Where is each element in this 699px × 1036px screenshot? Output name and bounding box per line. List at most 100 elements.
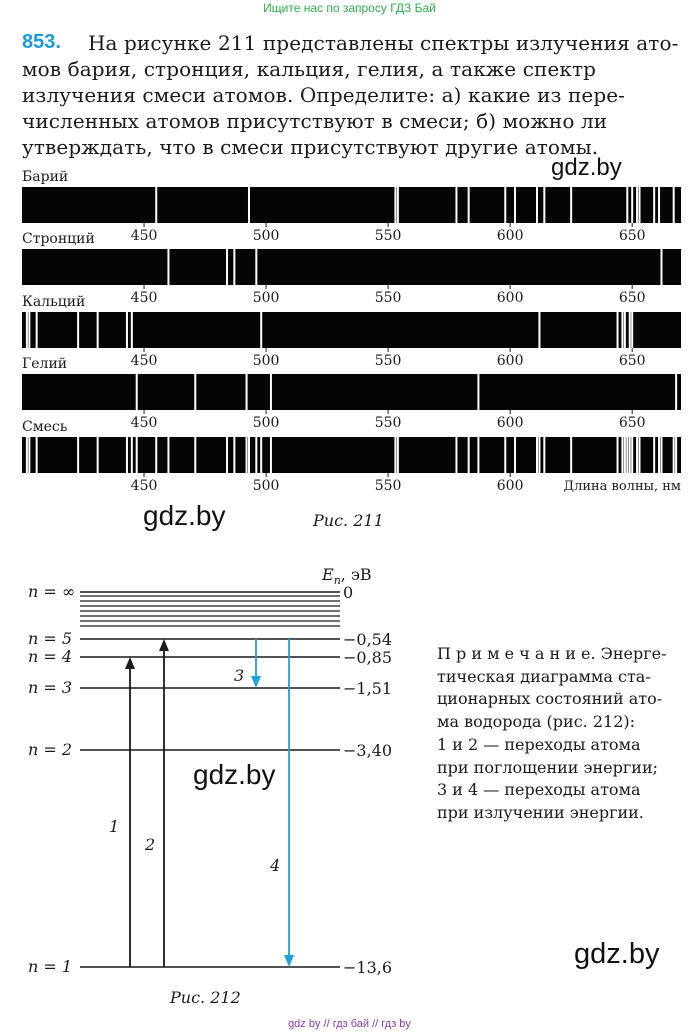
spectral-line — [477, 437, 480, 473]
spectral-line — [672, 437, 675, 473]
spectral-line — [455, 437, 458, 473]
spectral-line — [130, 312, 133, 348]
spectral-line — [626, 437, 629, 473]
spectral-line — [658, 187, 661, 223]
spectral-line — [28, 437, 31, 473]
tick-label: 600 — [497, 478, 524, 494]
energy-level-diagram: En, эВ n = ∞ 0 n = 5 −0,54 n = 4 −0,85 n = 3 −1,… — [28, 565, 392, 977]
spectral-line — [245, 374, 248, 410]
tick-label: 600 — [497, 415, 524, 431]
spectral-line — [167, 437, 170, 473]
tick-label: 450 — [131, 228, 158, 244]
wavelength-axis-label: Длина волны, нм — [564, 479, 682, 494]
spectral-line — [477, 374, 480, 410]
spectral-line — [504, 187, 507, 223]
spectrum-band — [22, 187, 681, 223]
spectral-line — [394, 437, 397, 473]
note-line: ционарных состояний ато- — [437, 689, 663, 709]
level-value: −3,40 — [343, 741, 392, 760]
spectral-line — [125, 312, 128, 348]
spectrum-label: Барий — [22, 169, 68, 185]
spectral-line — [135, 437, 138, 473]
spectral-line — [660, 249, 663, 285]
spectral-line — [25, 437, 28, 473]
tick-label: 650 — [619, 353, 646, 369]
watermark: gdz.by — [551, 154, 622, 181]
spectral-line — [135, 374, 138, 410]
note-line: ма водорода (рис. 212): — [437, 712, 635, 732]
level-value: −0,85 — [343, 648, 392, 667]
problem-line-2: мов бария, стронция, кальция, гелия, а т… — [22, 57, 597, 81]
tick-label: 450 — [131, 290, 158, 306]
spectrum-band — [22, 249, 681, 285]
bottom-banner[interactable]: gdz by // гдз бай // гдз by — [288, 1018, 411, 1030]
spectral-line — [394, 187, 397, 223]
transition-label: 1 — [109, 817, 119, 836]
spectral-line — [514, 437, 517, 473]
spectral-line — [194, 437, 197, 473]
spectral-line — [226, 437, 229, 473]
note-line: 1 и 2 — переходы атома — [437, 734, 641, 754]
spectral-line — [25, 312, 28, 348]
note-line: при излучении энергии. — [437, 802, 644, 822]
transition-label: 3 — [234, 666, 244, 685]
spectral-line — [628, 312, 631, 348]
spectral-line — [535, 187, 538, 223]
tick-label: 650 — [619, 415, 646, 431]
spectral-line — [28, 312, 31, 348]
spectral-line — [269, 437, 272, 473]
spectral-line — [77, 437, 80, 473]
tick-label: 550 — [375, 353, 402, 369]
top-banner[interactable]: Ищите нас по запросу ГДЗ Бай — [263, 1, 436, 15]
level-label: n = 1 — [28, 957, 72, 976]
tick-label: 550 — [375, 478, 402, 494]
spectral-line — [504, 437, 507, 473]
level-value: −1,51 — [343, 679, 392, 698]
spectral-line — [245, 437, 248, 473]
problem-line-1: На рисунке 211 представлены спектры излу… — [88, 31, 679, 55]
spectral-line — [636, 437, 639, 473]
tick-label: 600 — [497, 353, 524, 369]
level-label: n = 4 — [28, 647, 72, 666]
level-label: n = 2 — [28, 740, 72, 759]
spectral-line — [628, 437, 631, 473]
problem-line-5: утверждать, что в смеси присутствуют дру… — [22, 135, 599, 159]
spectral-line — [631, 437, 634, 473]
spectral-line — [570, 187, 573, 223]
spectrum-label: Стронций — [22, 231, 95, 247]
tick-label: 650 — [619, 290, 646, 306]
level-label: n = 5 — [28, 629, 72, 648]
spectral-line — [638, 437, 641, 473]
spectral-line — [631, 312, 634, 348]
spectrum-band — [22, 437, 681, 473]
spectral-line — [467, 437, 470, 473]
tick-label: 600 — [497, 290, 524, 306]
spectral-line — [675, 437, 678, 473]
spectral-line — [233, 249, 236, 285]
spectral-line — [35, 312, 38, 348]
spectral-line — [467, 187, 470, 223]
spectral-line — [616, 437, 619, 473]
spectral-line — [623, 437, 626, 473]
spectral-line — [455, 187, 458, 223]
spectrum-label: Гелий — [22, 356, 67, 372]
tick-label: 500 — [253, 478, 280, 494]
spectral-line — [96, 437, 99, 473]
problem-line-4: численных атомов присутствуют в смеси; б… — [22, 109, 608, 133]
watermark: gdz.by — [143, 500, 226, 531]
tick-label: 450 — [131, 353, 158, 369]
spectra-figure: Барий 450 500 550 600 650 Стронций 450 500 550 600… — [22, 169, 682, 494]
spectral-line — [35, 437, 38, 473]
level-label: n = 3 — [28, 678, 72, 697]
note-line: тическая диаграмма ста- — [437, 666, 651, 686]
spectral-line — [247, 187, 250, 223]
tick-label: 550 — [375, 415, 402, 431]
arrowhead — [284, 955, 294, 967]
spectrum-band — [22, 374, 681, 410]
spectral-line — [269, 374, 272, 410]
watermark: gdz.by — [574, 938, 660, 970]
note-line: при поглощении энергии; — [437, 757, 658, 777]
transition-label: 2 — [144, 835, 155, 854]
spectral-line — [155, 437, 158, 473]
arrowhead — [251, 676, 261, 688]
